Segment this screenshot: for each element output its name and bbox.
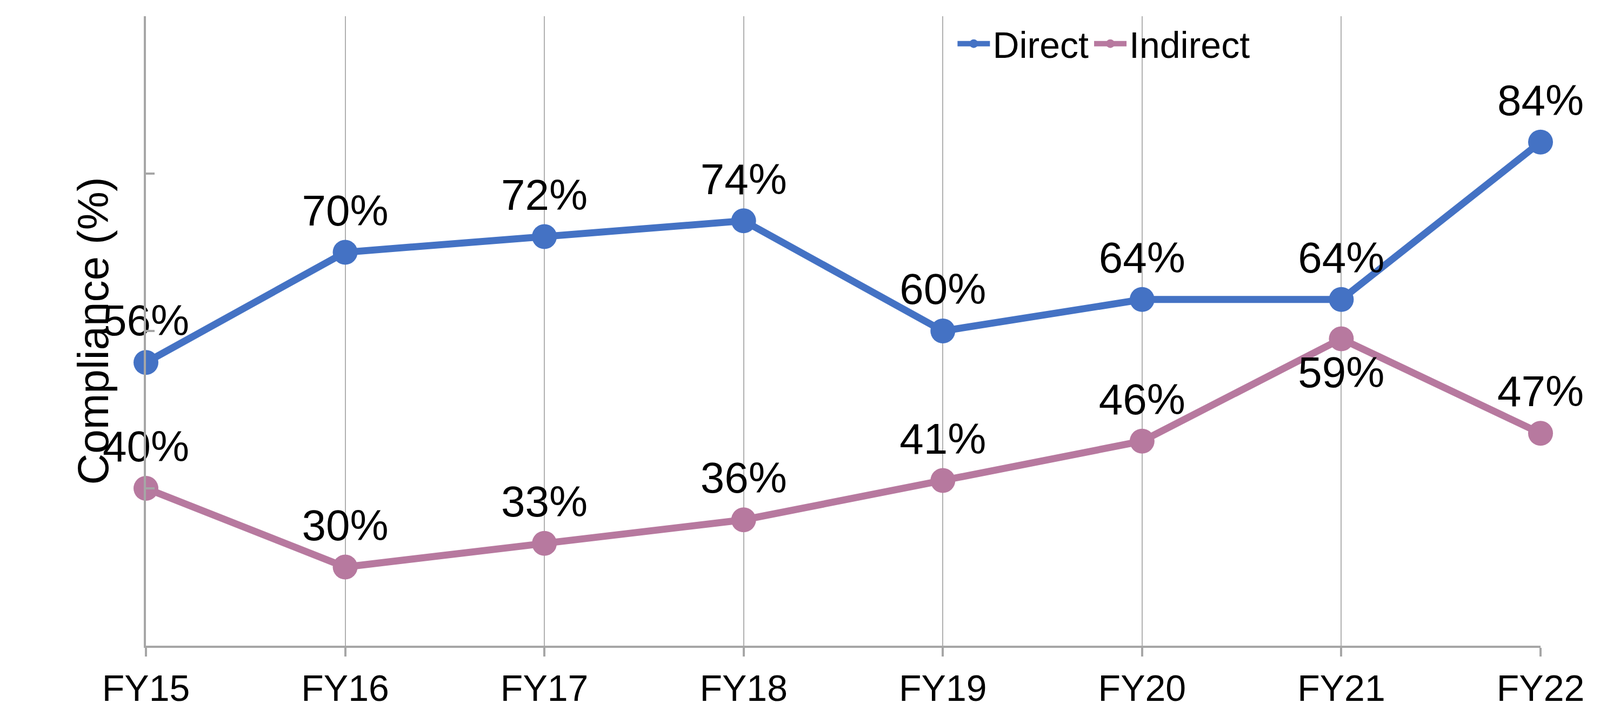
svg-text:FY21: FY21 (1297, 667, 1386, 709)
svg-text:40%: 40% (102, 422, 190, 471)
svg-text:FY19: FY19 (898, 667, 988, 709)
svg-text:47%: 47% (1497, 367, 1584, 416)
svg-text:FY20: FY20 (1098, 667, 1187, 709)
svg-text:Indirect: Indirect (1129, 24, 1250, 66)
svg-text:41%: 41% (899, 414, 986, 463)
svg-text:33%: 33% (501, 477, 588, 526)
svg-text:Compliance (%): Compliance (%) (69, 176, 118, 485)
svg-text:74%: 74% (700, 155, 788, 204)
svg-text:FY22: FY22 (1496, 667, 1585, 709)
svg-text:FY18: FY18 (699, 667, 788, 709)
svg-text:84%: 84% (1497, 76, 1584, 125)
svg-text:FY16: FY16 (301, 667, 390, 709)
svg-text:FY17: FY17 (500, 667, 589, 709)
svg-text:59%: 59% (1297, 348, 1385, 397)
svg-text:56%: 56% (102, 296, 190, 345)
svg-text:30%: 30% (302, 501, 389, 550)
svg-text:64%: 64% (1297, 233, 1385, 282)
svg-text:36%: 36% (700, 453, 788, 502)
svg-text:72%: 72% (501, 170, 588, 219)
svg-text:Direct: Direct (992, 24, 1089, 66)
svg-text:60%: 60% (899, 264, 986, 313)
svg-text:FY15: FY15 (102, 667, 191, 709)
svg-text:64%: 64% (1098, 233, 1186, 282)
svg-text:46%: 46% (1098, 375, 1186, 424)
svg-text:70%: 70% (302, 186, 389, 235)
